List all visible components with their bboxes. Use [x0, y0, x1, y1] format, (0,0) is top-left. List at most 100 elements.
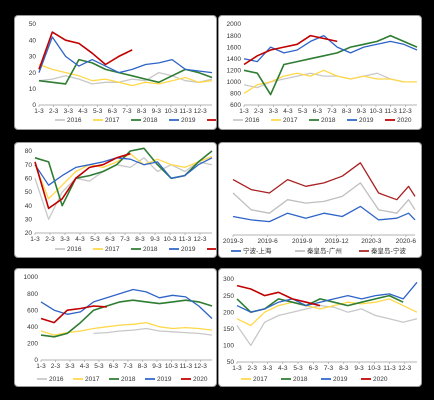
series-line-秦皇岛-宁波 — [232, 162, 416, 201]
y-tick-label: 50 — [227, 359, 235, 366]
chart-6-svg: 50 100 150 200 250 300 1-3 2-3 3-3 4-3 5-3 6-3 7-3 8-… — [223, 276, 418, 383]
x-tick-label: 9-3 — [150, 236, 160, 243]
x-tick-label: 10-3 — [368, 365, 381, 372]
y-tick-label: 20 — [29, 70, 37, 77]
legend-label: 2017 — [105, 117, 120, 124]
series-line-2018 — [38, 58, 213, 85]
chart-panel-5: 0 200 400 600 800 1000 1-3 2-3 3-3 4-3 5-3 6-3 7-3 8-… — [14, 268, 217, 387]
y-tick-label: 600 — [230, 102, 241, 109]
x-tick-label: 4-3 — [78, 108, 88, 115]
x-tick-label: 2-3 — [49, 108, 59, 115]
y-tick-label: 250 — [223, 293, 234, 300]
y-tick-label: 150 — [223, 326, 234, 333]
y-tick-label: 200 — [27, 341, 38, 348]
y-tick-label: 800 — [230, 91, 241, 98]
series-line-2019 — [40, 288, 213, 319]
x-tick-label: 8-3 — [137, 108, 147, 115]
chart-1-svg: 0 10 20 30 40 50 1-3 2-3 3-3 4-3 5-3 6-3 7-3 8-3 9-3 10… — [29, 21, 216, 124]
legend-label: 2019 — [181, 246, 196, 253]
series-line-2020 — [38, 31, 133, 70]
y-tick-label: 1800 — [227, 33, 242, 40]
y-tick-label: 30 — [29, 54, 37, 61]
legend-label: 2018 — [321, 117, 336, 124]
y-tick-label: 600 — [27, 307, 38, 314]
x-tick-label: 10-3 — [163, 236, 176, 243]
y-tick-label: 100 — [223, 343, 234, 350]
legend-label: 2020 — [397, 117, 412, 124]
x-tick-label: 3-3 — [65, 363, 75, 370]
chart-panel-2: 600 800 1000 1200 1400 1600 1800 2000 1-3 2-3 3-3 4… — [218, 15, 422, 130]
x-tick-label: 5-3 — [298, 108, 308, 115]
series-line-2017 — [243, 69, 417, 94]
legend-label: 2020 — [193, 376, 208, 383]
y-tick-label: 800 — [27, 291, 38, 298]
series-line-2019 — [236, 281, 418, 313]
chart-4-svg: 2019-3 2019-6 2019-9 2019-12 2020-3 2020-6 宁波-… — [223, 162, 417, 255]
series-line-2016 — [236, 304, 418, 347]
y-tick-label: 1000 — [24, 274, 39, 281]
x-tick-label: 6-3 — [313, 108, 323, 115]
legend-label: 2018 — [143, 246, 158, 253]
y-tick-label: 300 — [223, 276, 234, 283]
x-tick-label: 3-3 — [269, 108, 279, 115]
legend-label: 2018 — [143, 117, 158, 124]
y-tick-label: 20 — [25, 230, 33, 237]
series-line-2018 — [34, 147, 213, 207]
series-line-2019 — [38, 36, 213, 74]
y-tick-label: 40 — [25, 203, 33, 210]
x-tick-label: 3-3 — [64, 108, 74, 115]
chart-panel-3: 20 30 40 50 60 70 80 1-3 2-3 3-3 4-3 5-3 6-3 7-3 8-3 9-… — [14, 142, 217, 258]
series-line-2020 — [243, 34, 338, 66]
y-tick-label: 50 — [25, 189, 33, 196]
y-tick-label: 30 — [25, 217, 33, 224]
chart-panel-4: 2019-3 2019-6 2019-9 2019-12 2020-3 2020-6 宁波-… — [218, 142, 422, 258]
x-tick-label: 7-3 — [324, 365, 334, 372]
x-tick-label: 2019-12 — [325, 238, 349, 245]
chart-2-svg: 600 800 1000 1200 1400 1600 1800 2000 1-3 2-3 3-3 4… — [227, 21, 418, 124]
legend-label: 2019 — [181, 117, 196, 124]
x-tick-label: 2020-6 — [396, 238, 417, 245]
x-tick-label: 6-3 — [105, 236, 115, 243]
legend-label: 2018 — [293, 376, 308, 383]
series-line-2020 — [236, 284, 321, 307]
x-tick-label: 6-3 — [108, 108, 118, 115]
chart-panel-1: 0 10 20 30 40 50 1-3 2-3 3-3 4-3 5-3 6-3 7-3 8-3 9-3 10… — [14, 15, 217, 130]
x-tick-label: 4-3 — [283, 108, 293, 115]
legend-label: 2017 — [85, 376, 100, 383]
x-tick-label: 2-3 — [45, 236, 55, 243]
x-tick-label: 8-3 — [339, 365, 349, 372]
legend-label: 2017 — [253, 376, 268, 383]
x-tick-label: 1-3 — [232, 365, 242, 372]
series-line-2016 — [38, 71, 213, 85]
chart-5-svg: 0 200 400 600 800 1000 1-3 2-3 3-3 4-3 5-3 6-3 7-3 8-… — [24, 274, 213, 383]
legend-label: 2016 — [67, 246, 82, 253]
series-line-2017 — [236, 298, 418, 327]
x-tick-label: 10-3 — [164, 108, 177, 115]
legend-label: 2016 — [67, 117, 82, 124]
x-tick-label: 3-3 — [60, 236, 70, 243]
x-tick-label: 9-3 — [152, 108, 162, 115]
legend-label: 2016 — [245, 117, 260, 124]
x-tick-label: 1-3 — [36, 363, 46, 370]
y-tick-label: 10 — [29, 86, 37, 93]
y-tick-label: 70 — [25, 162, 33, 169]
x-tick-label: 11-3 — [180, 363, 193, 370]
legend-label: 2019 — [359, 117, 374, 124]
series-line-2020 — [40, 305, 107, 324]
legend-label: 2020 — [373, 376, 388, 383]
x-tick-label: 1-3 — [34, 108, 44, 115]
y-tick-label: 1200 — [227, 67, 242, 74]
x-tick-label: 2019-6 — [257, 238, 278, 245]
x-tick-label: 6-3 — [309, 365, 319, 372]
y-tick-label: 0 — [32, 102, 36, 109]
y-tick-label: 400 — [27, 324, 38, 331]
x-tick-label: 2020-3 — [361, 238, 382, 245]
y-tick-label: 50 — [29, 21, 37, 28]
x-tick-label: 9-3 — [357, 108, 367, 115]
series-line-2018 — [40, 299, 213, 338]
y-tick-label: 40 — [29, 37, 37, 44]
x-tick-label: 9-3 — [354, 365, 364, 372]
y-tick-label: 1400 — [227, 56, 242, 63]
x-tick-label: 5-3 — [94, 363, 104, 370]
